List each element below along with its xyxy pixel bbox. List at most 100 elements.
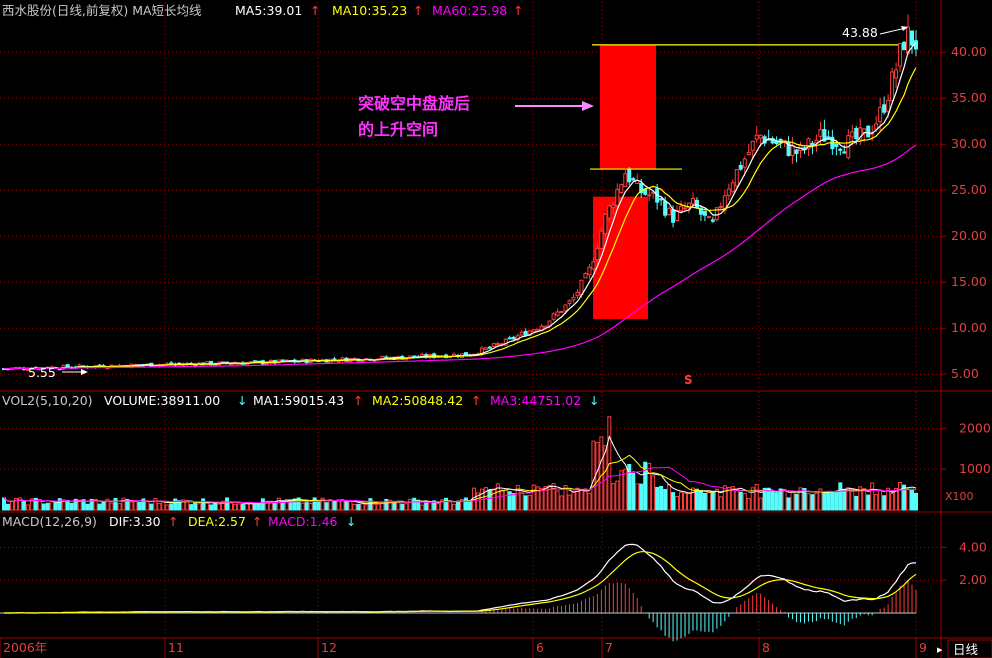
volume-bar [886,487,891,511]
candle-body [571,296,576,301]
volume-bar [806,493,811,511]
volume-bar [125,498,130,511]
volume-bar [910,488,915,511]
candle-body [587,266,592,276]
candle-body [583,272,588,279]
candle-body [850,131,855,138]
candle-body [659,198,664,201]
volume-bar [599,436,604,511]
period-tab[interactable] [947,639,992,658]
candle-body [702,210,707,216]
ma10-line [4,67,917,370]
volume-bar [9,501,14,511]
volume-bar [5,503,10,511]
volume-bar [332,500,337,511]
volume-bar [631,472,636,511]
candle-body [806,138,811,150]
volume-bar [161,501,166,511]
volume-bar [503,489,508,511]
x-tick-label: 11 [168,640,184,655]
volume-bar [436,503,441,511]
candle-body [882,104,887,113]
volume-bar [348,500,353,511]
volume-bar [45,502,50,511]
candle-body [786,142,791,156]
volume-bar [587,492,592,511]
volume-bar [659,485,664,511]
volume-bar [766,487,771,511]
period-nav-arrow[interactable]: ▸ [937,643,943,656]
volume-bar [169,503,174,511]
volume-bar [523,495,528,511]
volume-bar [499,489,504,511]
ma5-line [4,42,917,370]
ma60-up-arrow: ↑ [513,3,523,18]
annotation-arrow-icon [582,101,594,111]
candle-body [384,356,389,359]
candle-body [683,207,688,210]
candle-body [826,136,831,139]
volume-bar [137,501,142,511]
volume-bar [368,498,373,511]
ma60-line [4,144,917,370]
price-tick-label: 5.00 [951,366,979,381]
volume-bar [240,503,245,511]
volume-bar [29,498,34,511]
chart-title: 西水股份(日线,前复权) MA短长均线 [2,3,202,18]
candle-body [535,328,540,332]
volume-bar [663,489,668,511]
macd-title: MACD(12,26,9) [2,514,97,529]
candle-body [607,205,612,219]
volume-bar [320,497,325,511]
high-price-label: 43.88 [842,25,878,40]
vol-ma3-line [3,466,917,504]
volume-bar [874,493,879,511]
volume-bar [328,499,333,511]
volume-bar [778,488,783,511]
candle-body [555,311,560,316]
macd-down-arrow: ↓ [346,514,356,529]
volume-bar [336,499,341,511]
volume-bar [61,499,66,511]
volume-bar [424,501,429,511]
price-tick-label: 25.00 [951,182,987,197]
volume-bar [384,498,389,511]
candle-body [742,158,747,168]
volume-bar [475,492,480,511]
volume-bar [13,498,18,511]
candle-body [838,148,843,151]
volume-bar [846,487,851,511]
volume-bar [814,492,819,511]
volume-bar [89,498,94,511]
candle-body [714,207,719,220]
candle-body [647,194,652,197]
candle-body [694,199,699,209]
breakout-zone-upper [600,44,656,170]
volume-bar [575,487,580,511]
volume-bar [535,486,540,511]
candle-body [483,347,488,350]
candle-body [595,248,600,261]
candle-body [627,169,632,183]
candle-body [551,313,556,320]
volume-bar [412,497,417,511]
volume-bar [416,499,421,511]
candle-body [523,330,528,336]
volume-bar [547,484,552,511]
candle-body [902,41,907,51]
volume-bar [651,475,656,511]
volume-bar [213,502,218,511]
volume-bar [786,497,791,511]
candle-body [663,200,668,216]
volume-bar [643,461,648,511]
volume-bar [312,497,317,511]
period-tab-label[interactable]: 日线 [953,642,979,657]
candle-body [734,169,739,187]
volume-bar [145,500,150,511]
ma5-up-arrow: ↑ [310,3,320,18]
volume-bar [225,497,230,511]
volume-bar [232,503,237,511]
volume-bar [563,485,568,511]
volume-bar [73,498,78,511]
